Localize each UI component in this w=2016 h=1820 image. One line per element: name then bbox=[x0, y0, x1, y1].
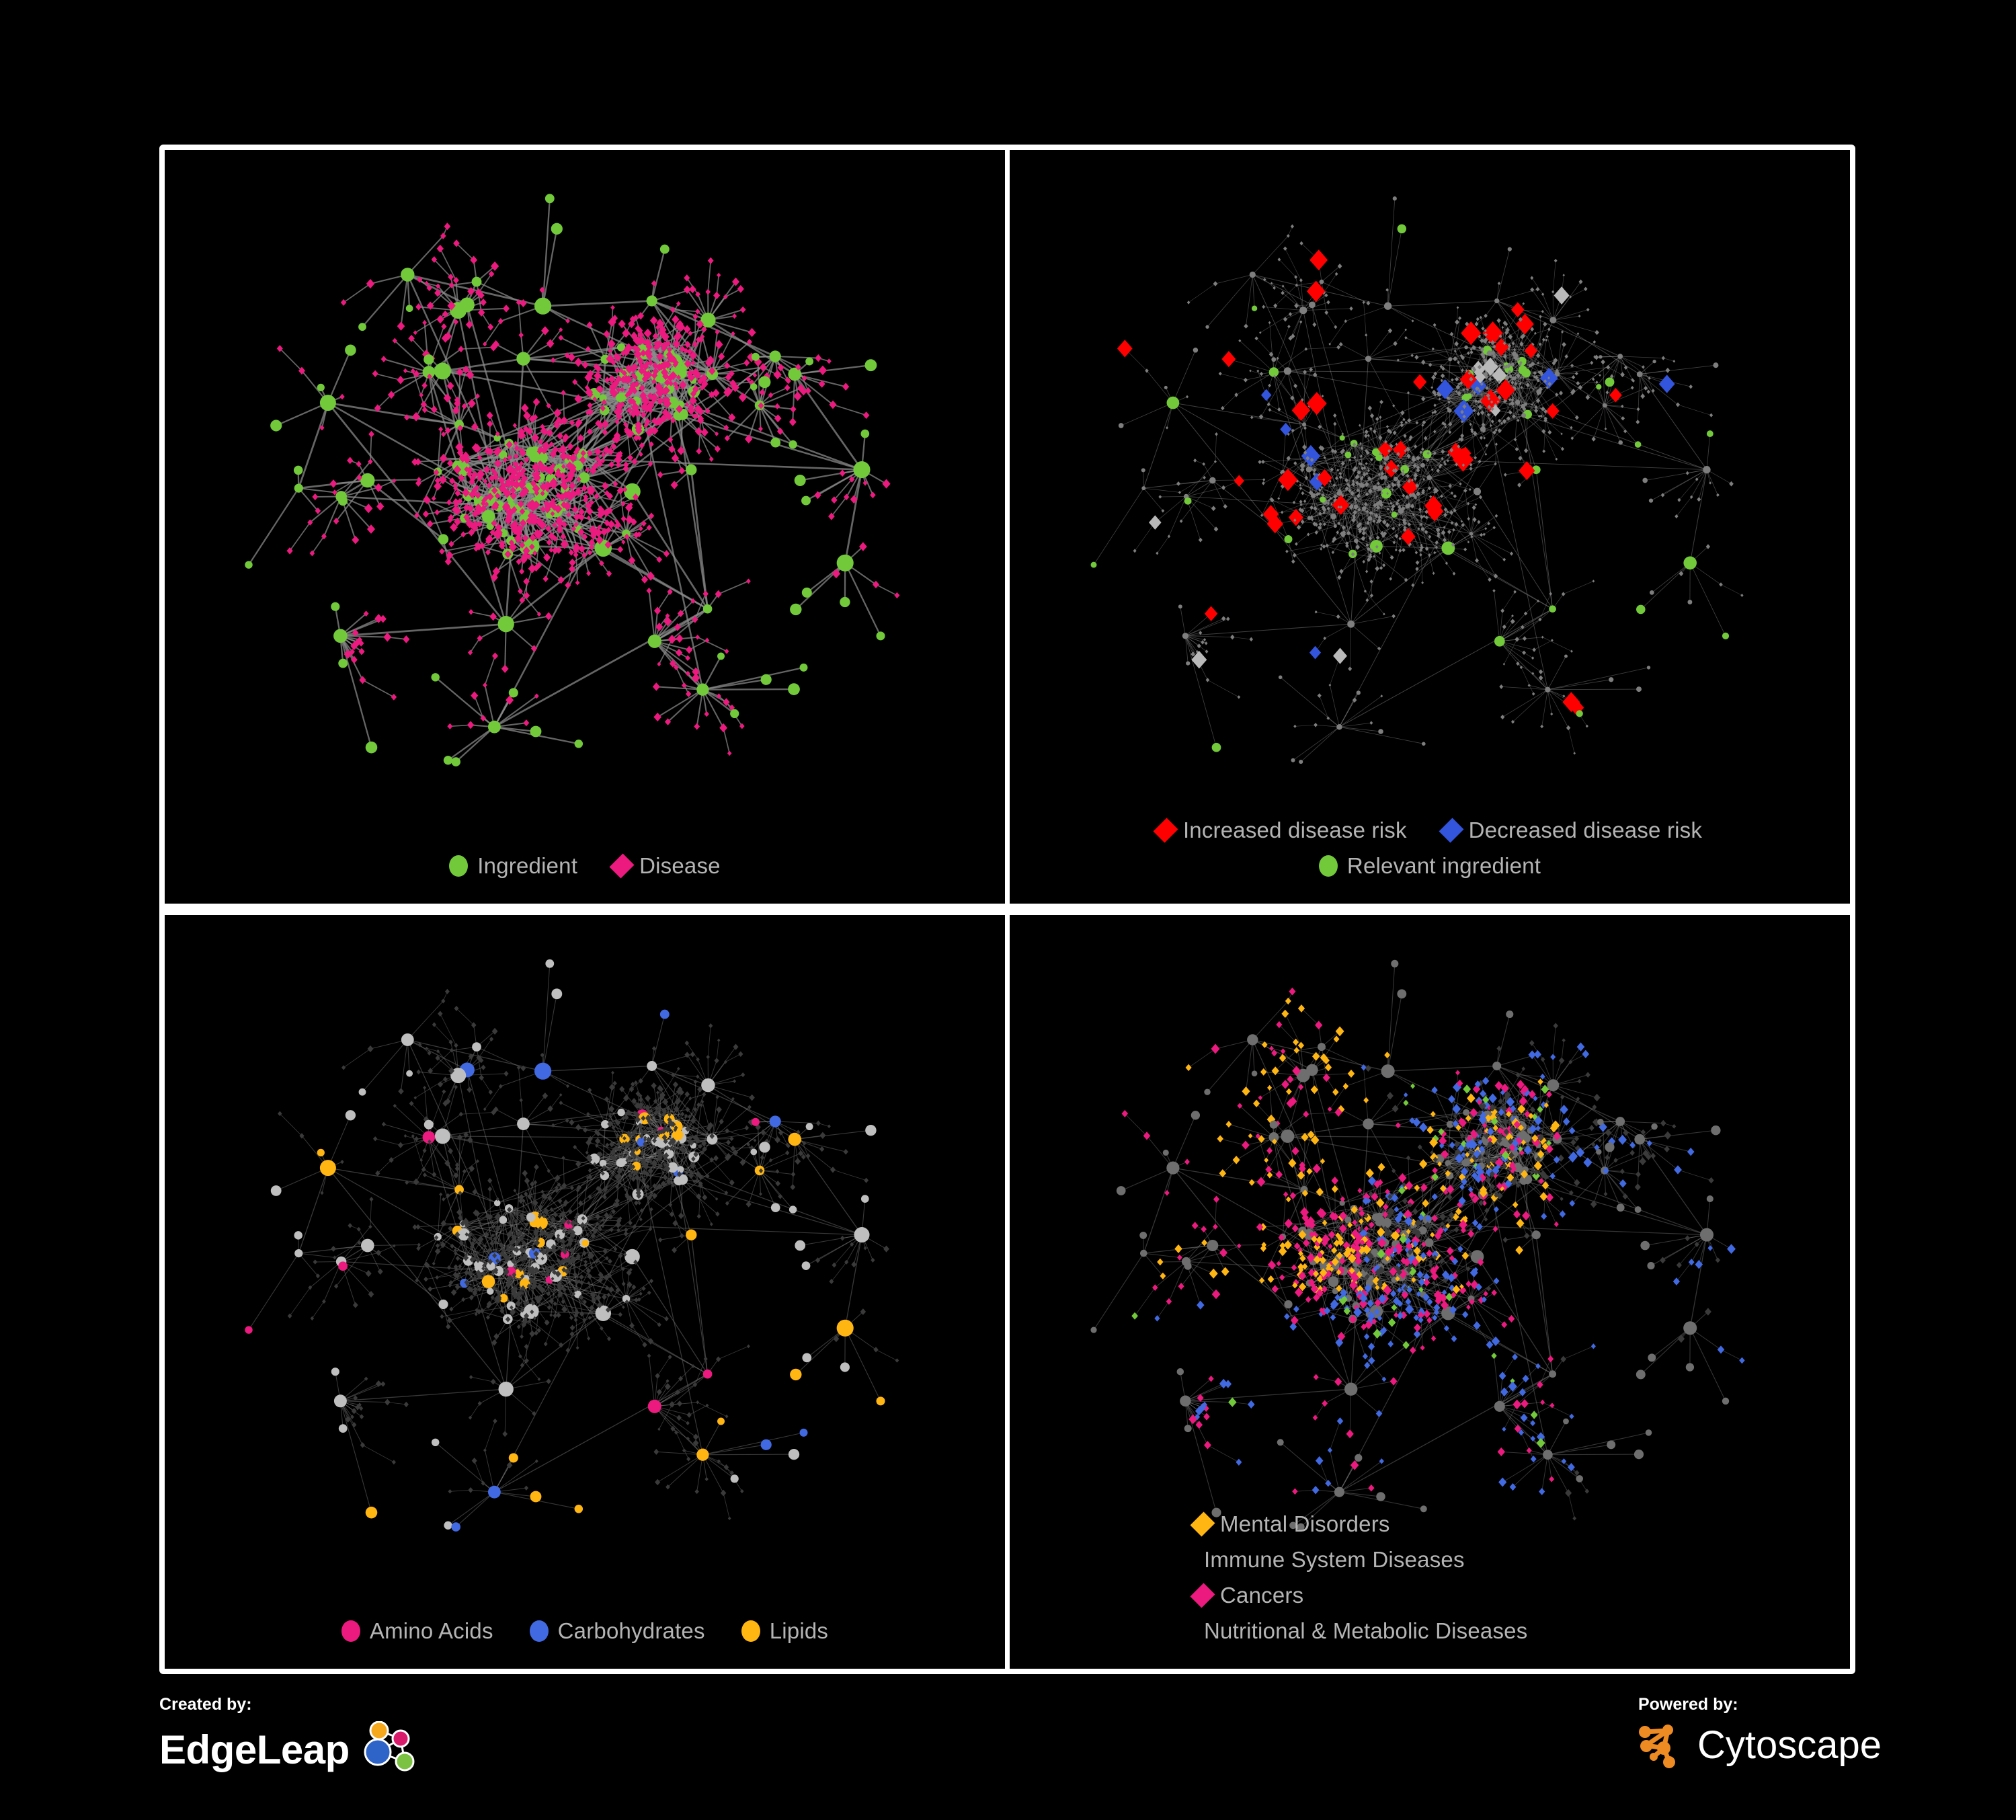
decreased-risk-diamond-icon bbox=[1439, 818, 1464, 842]
legend-item-cancers[interactable]: Cancers bbox=[1190, 1583, 1423, 1608]
amino-acids-circle-icon bbox=[341, 1620, 360, 1642]
edgeleap-network-logo bbox=[364, 1721, 415, 1772]
created-by-kicker: Created by: bbox=[159, 1695, 252, 1714]
legend-label-mental-disorders: Mental Disorders bbox=[1220, 1511, 1390, 1536]
legend-label-relevant-ingredient: Relevant ingredient bbox=[1346, 853, 1541, 878]
legend-panel-2: Increased disease risk Decreased disease… bbox=[1010, 818, 1850, 878]
panel-nutrient-class-network[interactable]: Amino Acids Carbohydrates Lipids bbox=[165, 915, 1005, 1669]
legend-label-increased-risk: Increased disease risk bbox=[1182, 818, 1407, 842]
legend-label-lipids: Lipids bbox=[769, 1618, 829, 1643]
legend-item-metabolic-diseases[interactable]: Nutritional & Metabolic Diseases bbox=[1187, 1620, 1527, 1642]
legend-item-mental-disorders[interactable]: Mental Disorders bbox=[1190, 1511, 1423, 1536]
figure-footer: Created by: EdgeLeap Powered by: bbox=[0, 1684, 2016, 1819]
legend-panel-3: Amino Acids Carbohydrates Lipids bbox=[165, 1620, 1005, 1642]
legend-label-decreased-risk: Decreased disease risk bbox=[1468, 818, 1703, 842]
panel-disease-category-network[interactable]: Mental Disorders Immune System Diseases … bbox=[1010, 915, 1850, 1669]
cancers-diamond-icon bbox=[1190, 1583, 1215, 1608]
powered-by-cytoscape[interactable]: Powered by: bbox=[1638, 1696, 1882, 1770]
legend-item-immune-system-diseases[interactable]: Immune System Diseases bbox=[1187, 1548, 1464, 1571]
legend-label-disease: Disease bbox=[639, 853, 721, 878]
legend-label-carbohydrates: Carbohydrates bbox=[557, 1618, 705, 1643]
network-graph-disease-risk[interactable] bbox=[1010, 150, 1850, 904]
cytoscape-network-logo bbox=[1638, 1725, 1675, 1768]
panel-ingredient-disease-network[interactable]: Ingredient Disease bbox=[165, 150, 1005, 904]
legend-item-ingredient[interactable]: Ingredient bbox=[449, 855, 577, 877]
disease-diamond-icon bbox=[609, 853, 635, 878]
legend-item-disease[interactable]: Disease bbox=[609, 853, 721, 878]
legend-panel-4: Mental Disorders Immune System Diseases … bbox=[1168, 1511, 1692, 1642]
edgeleap-wordmark: EdgeLeap bbox=[159, 1727, 350, 1772]
cytoscape-wordmark: Cytoscape bbox=[1697, 1723, 1882, 1767]
immune-system-diseases-diamond-icon bbox=[1187, 1552, 1202, 1567]
legend-item-decreased-risk[interactable]: Decreased disease risk bbox=[1439, 818, 1703, 842]
network-graph-nutrient-class[interactable] bbox=[165, 915, 1005, 1669]
legend-item-carbohydrates[interactable]: Carbohydrates bbox=[529, 1618, 705, 1643]
metabolic-diseases-diamond-icon bbox=[1187, 1624, 1202, 1638]
legend-label-amino-acids: Amino Acids bbox=[369, 1618, 493, 1643]
lipids-circle-icon bbox=[741, 1620, 760, 1642]
powered-by-kicker: Powered by: bbox=[1638, 1695, 1738, 1714]
legend-label-ingredient: Ingredient bbox=[477, 853, 578, 878]
legend-item-amino-acids[interactable]: Amino Acids bbox=[341, 1620, 493, 1642]
figure-frame: Ingredient Disease Increased disease ris… bbox=[159, 145, 1855, 1674]
carbohydrates-circle-icon bbox=[529, 1620, 549, 1642]
mental-disorders-diamond-icon bbox=[1190, 1511, 1215, 1536]
panel-disease-risk-network[interactable]: Increased disease risk Decreased disease… bbox=[1010, 150, 1850, 904]
network-graph-disease-category[interactable] bbox=[1010, 915, 1850, 1669]
network-graph-ingredient-disease[interactable] bbox=[165, 150, 1005, 904]
relevant-ingredient-circle-icon bbox=[1318, 855, 1338, 877]
legend-panel-1: Ingredient Disease bbox=[165, 853, 1005, 878]
legend-item-lipids[interactable]: Lipids bbox=[741, 1620, 828, 1642]
legend-label-cancers: Cancers bbox=[1220, 1583, 1304, 1608]
legend-label-immune-system-diseases: Immune System Diseases bbox=[1204, 1547, 1465, 1572]
legend-item-increased-risk[interactable]: Increased disease risk bbox=[1153, 818, 1407, 842]
ingredient-circle-icon bbox=[449, 855, 469, 877]
legend-item-relevant-ingredient[interactable]: Relevant ingredient bbox=[1318, 853, 1541, 878]
created-by-edgeleap[interactable]: Created by: EdgeLeap bbox=[159, 1696, 424, 1779]
legend-label-metabolic-diseases: Nutritional & Metabolic Diseases bbox=[1204, 1618, 1528, 1643]
increased-risk-diamond-icon bbox=[1153, 818, 1178, 842]
